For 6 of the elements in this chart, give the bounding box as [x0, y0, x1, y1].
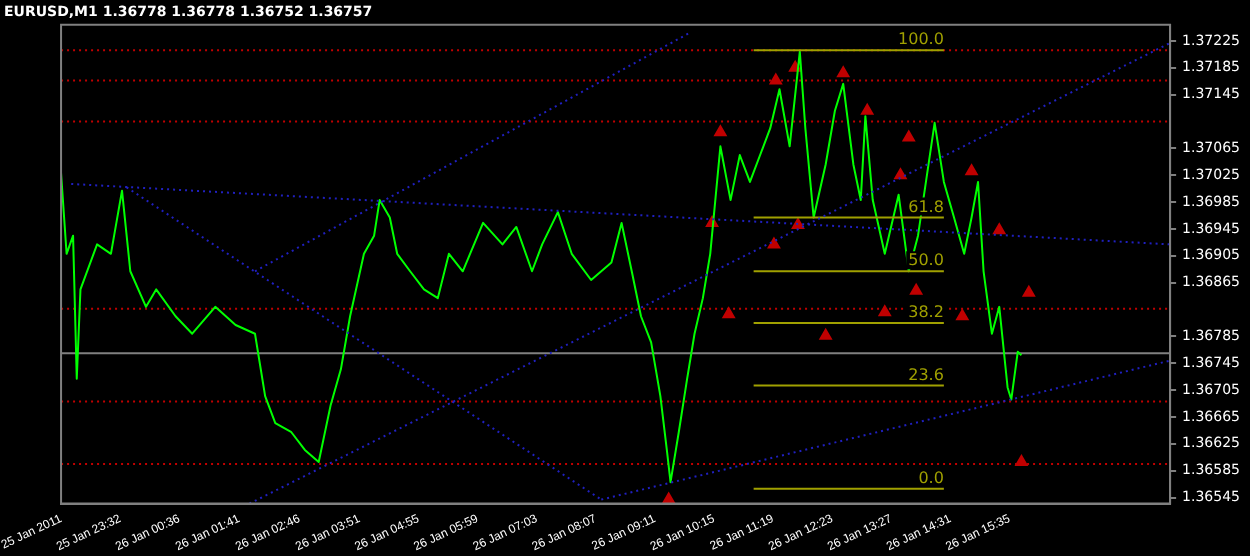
series-label: 50.0: [908, 251, 944, 270]
series-label: 100.0: [898, 30, 944, 49]
series-label: 0.0: [918, 469, 944, 487]
series-label: 23.6: [908, 365, 944, 384]
series-label: 38.2: [908, 303, 944, 322]
series-label: 61.8: [908, 197, 944, 216]
